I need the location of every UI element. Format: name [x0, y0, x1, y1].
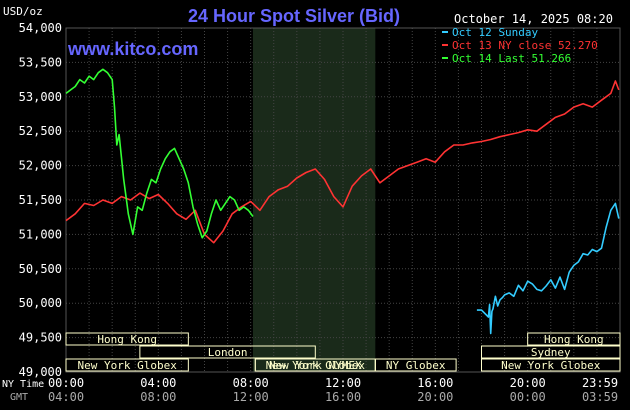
y-tick-label: 51,000 [19, 227, 62, 241]
session-label: New York NYMEX [269, 359, 362, 372]
chart-title: 24 Hour Spot Silver (Bid) [188, 6, 400, 26]
y-tick-label: 49,500 [19, 331, 62, 345]
x-tick-label-ny: 04:00 [140, 376, 176, 390]
y-tick-label: 53,500 [19, 55, 62, 69]
website-label: www.kitco.com [67, 39, 198, 59]
y-tick-label: 50,500 [19, 262, 62, 276]
session-label: Hong Kong [544, 333, 604, 346]
session-box [65, 358, 189, 372]
session-label: New York Globex [77, 359, 177, 372]
series-line [65, 68, 254, 239]
x-tick-label-ny: 23:59 [582, 376, 618, 390]
session-label: New York Globex [266, 359, 366, 372]
x-tick-label-ny: 08:00 [233, 376, 269, 390]
x-tick-label-gmt: 20:00 [417, 390, 453, 404]
y-tick-label: 49,000 [19, 365, 62, 379]
x-tick-label-ny: 20:00 [510, 376, 546, 390]
x-tick-label-gmt: 00:00 [510, 390, 546, 404]
session-label: Hong Kong [97, 333, 157, 346]
series-line [476, 202, 620, 335]
x-tick-label-ny: 00:00 [48, 376, 84, 390]
session-box [527, 332, 621, 346]
y-axis-unit: USD/oz [3, 5, 43, 18]
legend-entry: Oct 14 Last 51.266 [452, 52, 571, 65]
x-tick-label-ny: 12:00 [325, 376, 361, 390]
session-box [374, 358, 457, 372]
x-tick-label-ny: 16:00 [417, 376, 453, 390]
gmt-row-label: GMT [10, 392, 28, 403]
x-tick-label-gmt: 04:00 [48, 390, 84, 404]
session-label: NY Globex [386, 359, 446, 372]
session-label: New York Globex [501, 359, 601, 372]
x-tick-label-gmt: 08:00 [140, 390, 176, 404]
y-tick-label: 54,000 [19, 21, 62, 35]
session-box [481, 345, 621, 359]
session-box [65, 332, 189, 346]
series-line [65, 80, 620, 244]
x-tick-label-gmt: 03:59 [582, 390, 618, 404]
y-tick-label: 51,500 [19, 193, 62, 207]
ny-time-row-label: NY Time [2, 379, 44, 390]
legend-entry: Oct 12 Sunday [452, 26, 538, 39]
x-tick-label-gmt: 12:00 [233, 390, 269, 404]
market-hours-highlight [252, 28, 376, 372]
session-box [481, 358, 621, 372]
session-label: London [208, 346, 248, 359]
y-tick-label: 53,000 [19, 90, 62, 104]
session-box [139, 345, 316, 359]
session-label: Sydney [531, 346, 571, 359]
y-tick-label: 50,000 [19, 296, 62, 310]
y-tick-label: 52,500 [19, 124, 62, 138]
legend-entry: Oct 13 NY close 52.270 [452, 39, 598, 52]
timestamp: October 14, 2025 08:20 [454, 12, 613, 26]
plot-frame [65, 27, 621, 373]
y-tick-label: 52,000 [19, 159, 62, 173]
x-tick-label-gmt: 16:00 [325, 390, 361, 404]
